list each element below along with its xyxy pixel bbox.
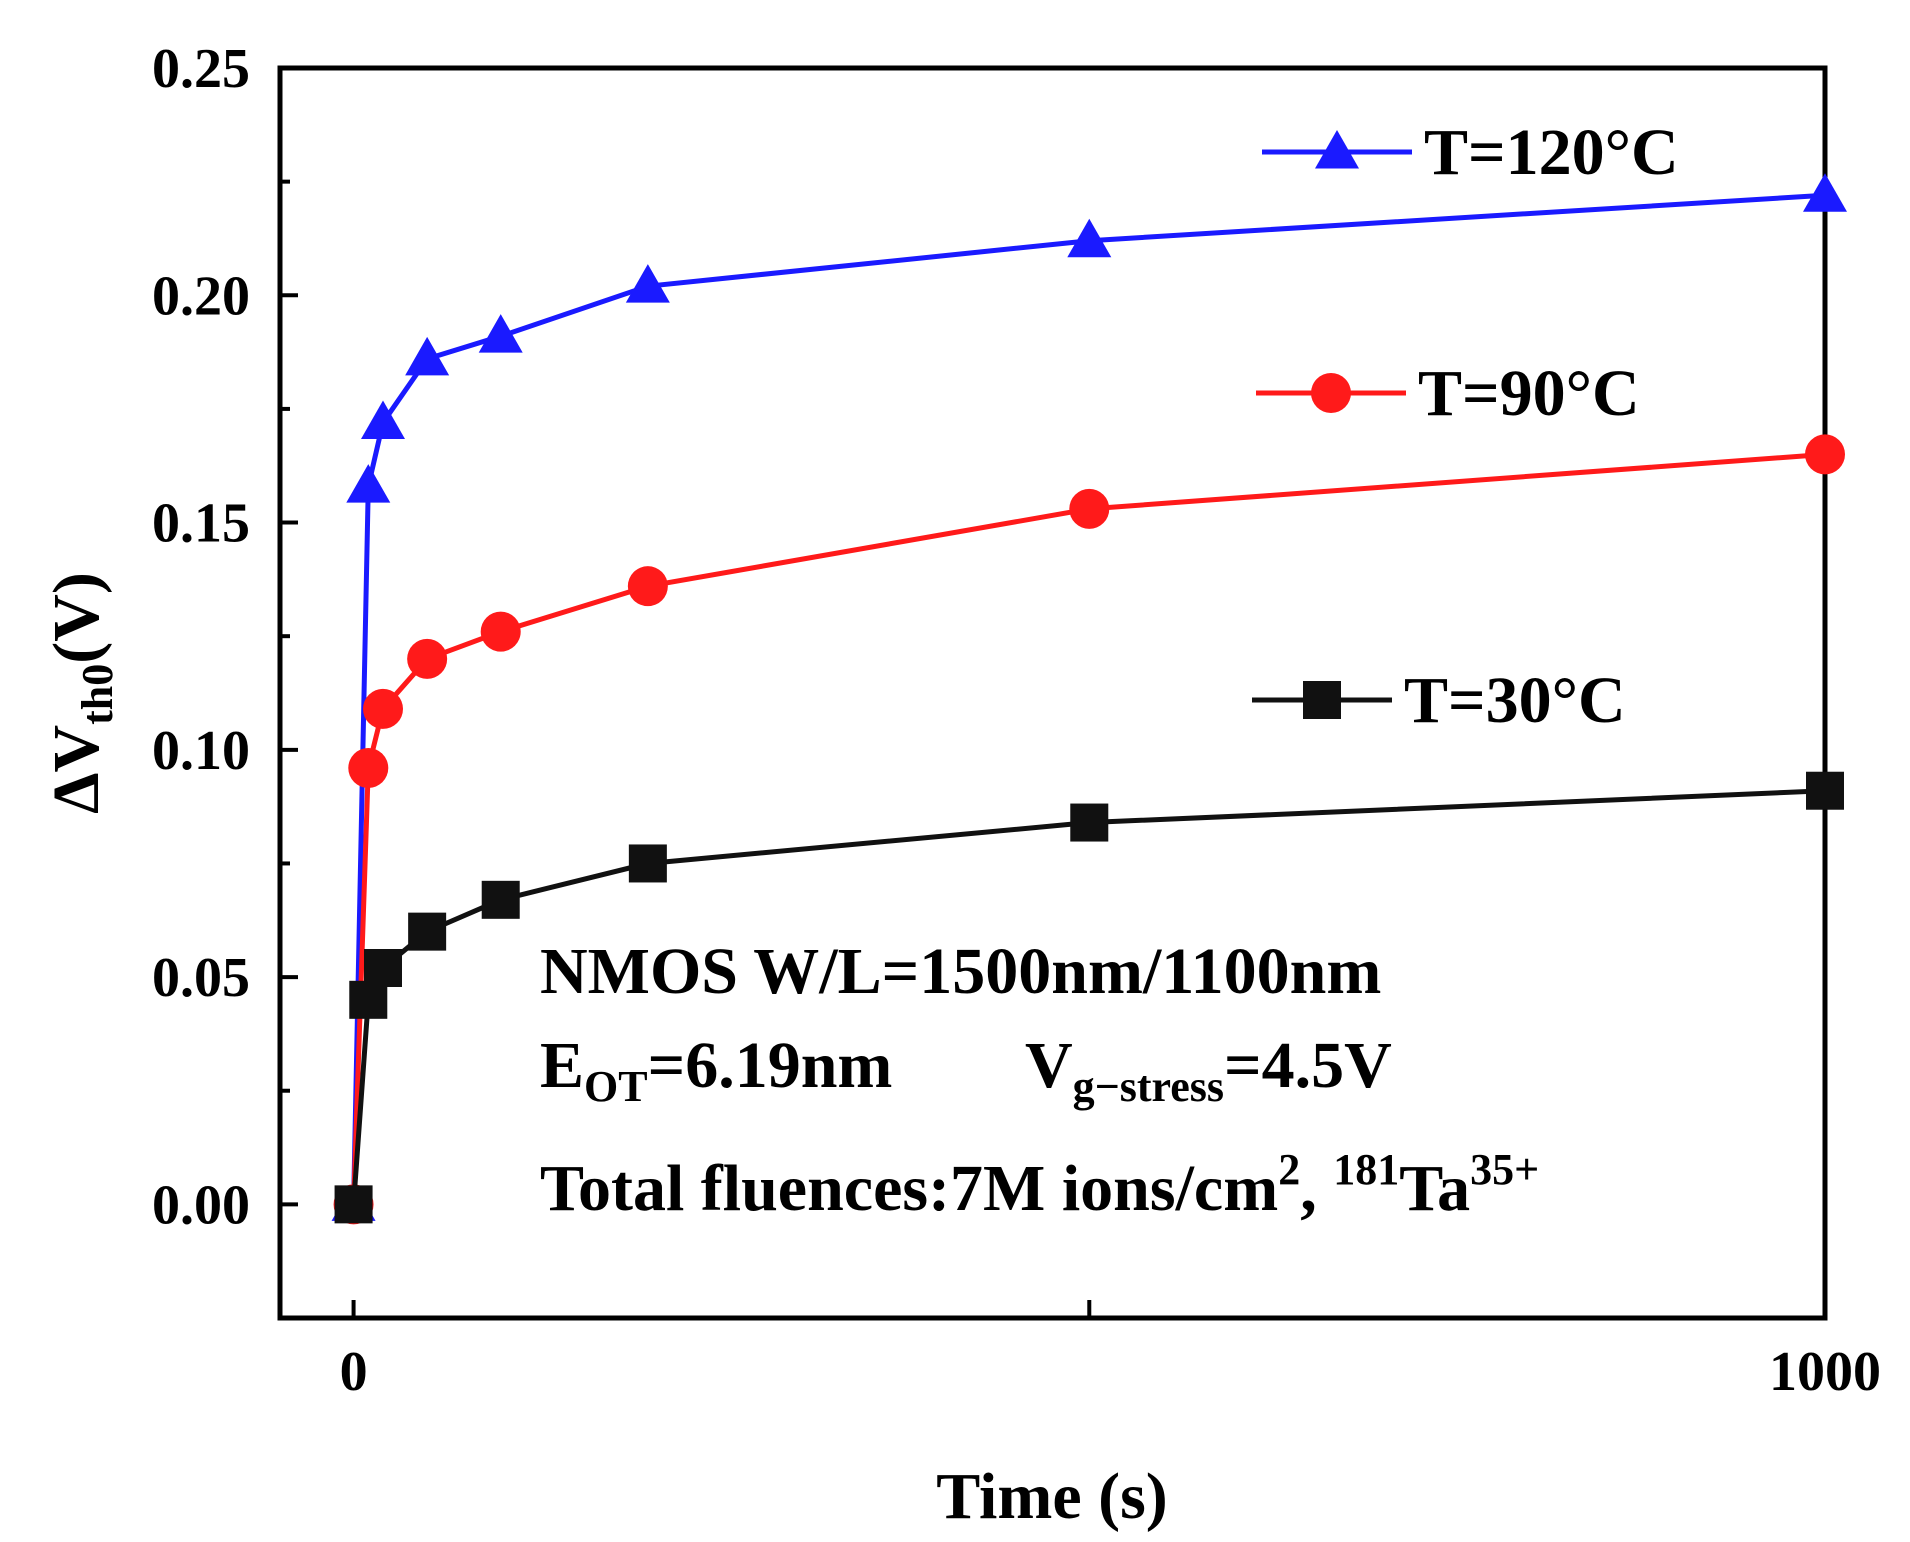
annotation-mass-sup: 181 [1333,1145,1399,1194]
legend-marker [1311,373,1351,413]
y-axis-title-suffix: (V) [40,572,113,664]
data-point [1805,434,1845,475]
y-axis-title-sub: th0 [73,664,122,725]
y-tick-label: 0.25 [152,38,250,100]
x-tick-labels: 0 1000 [340,1341,1881,1403]
annotation-v-sub: g−stress [1073,1062,1224,1111]
y-tick-label: 0.05 [152,947,250,1009]
y-tick-label: 0.20 [152,265,250,327]
data-point [348,748,389,788]
data-point [361,400,405,440]
data-point [1069,488,1110,529]
y-tick-label: 0.15 [152,493,250,555]
annotation-e-main: E [540,1029,584,1102]
series-2 [334,771,1844,1224]
data-point [364,949,402,987]
x-axis-title: Time (s) [936,1460,1168,1533]
data-point [346,464,391,503]
axis-ticks [280,66,1827,1318]
data-point [1806,771,1844,810]
data-point [480,611,521,652]
data-point [1067,218,1112,258]
data-point [334,1185,373,1224]
annotation-fluence: Total fluences:7M ions/cm2, 181Ta35+ [540,1145,1539,1225]
y-axis-title-prefix: ΔV [40,725,113,814]
y-tick-label: 0.00 [152,1174,250,1236]
legend-label: T=120°C [1424,116,1679,189]
data-point [481,880,520,919]
legend-entry: T=30°C [1252,664,1626,737]
legend-entry: T=120°C [1262,116,1679,189]
annotation-e-value: =6.19nm [648,1029,893,1102]
series-layer [331,173,1847,1225]
data-point [363,688,403,729]
data-point [408,912,447,951]
y-axis-title: ΔVth0(V) [40,572,122,814]
annotation-device: NMOS W/L=1500nm/1100nm [540,935,1381,1008]
data-point [349,980,388,1019]
data-point [627,566,668,607]
plot-frame [277,65,1828,1321]
legend-entry: T=90°C [1256,357,1640,430]
data-point [628,844,667,883]
legend-label: T=90°C [1418,357,1640,430]
annotation-v-value: =4.5V [1224,1029,1392,1102]
y-tick-labels: 0.00 0.05 0.10 0.15 0.20 0.25 [152,38,250,1236]
annotation-eot-vg: EOT=6.19nm Vg−stress=4.5V [540,1029,1392,1111]
annotation-charge-sup: 35+ [1470,1145,1539,1194]
x-tick-label: 0 [340,1341,368,1403]
x-tick-label: 1000 [1769,1341,1881,1403]
annotation-fluence-sup: 2 [1278,1145,1300,1194]
annotation-fluence-text: Total fluences:7M ions/cm [540,1152,1278,1225]
y-tick-label: 0.10 [152,720,250,782]
legend: T=120°C T=90°C T=30°C [1252,116,1679,737]
annotation-fluence-sep: , [1300,1152,1333,1225]
data-point [478,314,523,353]
legend-marker [1315,130,1359,169]
data-point [1070,803,1109,842]
annotation-element: Ta [1399,1152,1470,1225]
annotation-v-main: V [1025,1029,1073,1102]
data-point [1803,173,1847,212]
legend-label: T=30°C [1404,664,1626,737]
data-point [625,264,670,303]
annotation-e-sub: OT [584,1062,648,1111]
data-point [405,336,450,376]
legend-marker [1303,681,1341,719]
data-point [407,638,448,679]
